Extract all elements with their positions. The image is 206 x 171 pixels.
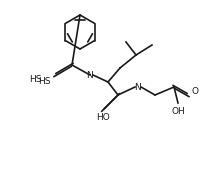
Text: OH: OH bbox=[171, 108, 185, 116]
Text: HS: HS bbox=[38, 77, 50, 87]
Text: N: N bbox=[87, 70, 93, 80]
Text: O: O bbox=[192, 88, 199, 96]
Text: HO: HO bbox=[96, 113, 110, 122]
Text: N: N bbox=[135, 82, 141, 91]
Text: HS: HS bbox=[29, 76, 41, 84]
